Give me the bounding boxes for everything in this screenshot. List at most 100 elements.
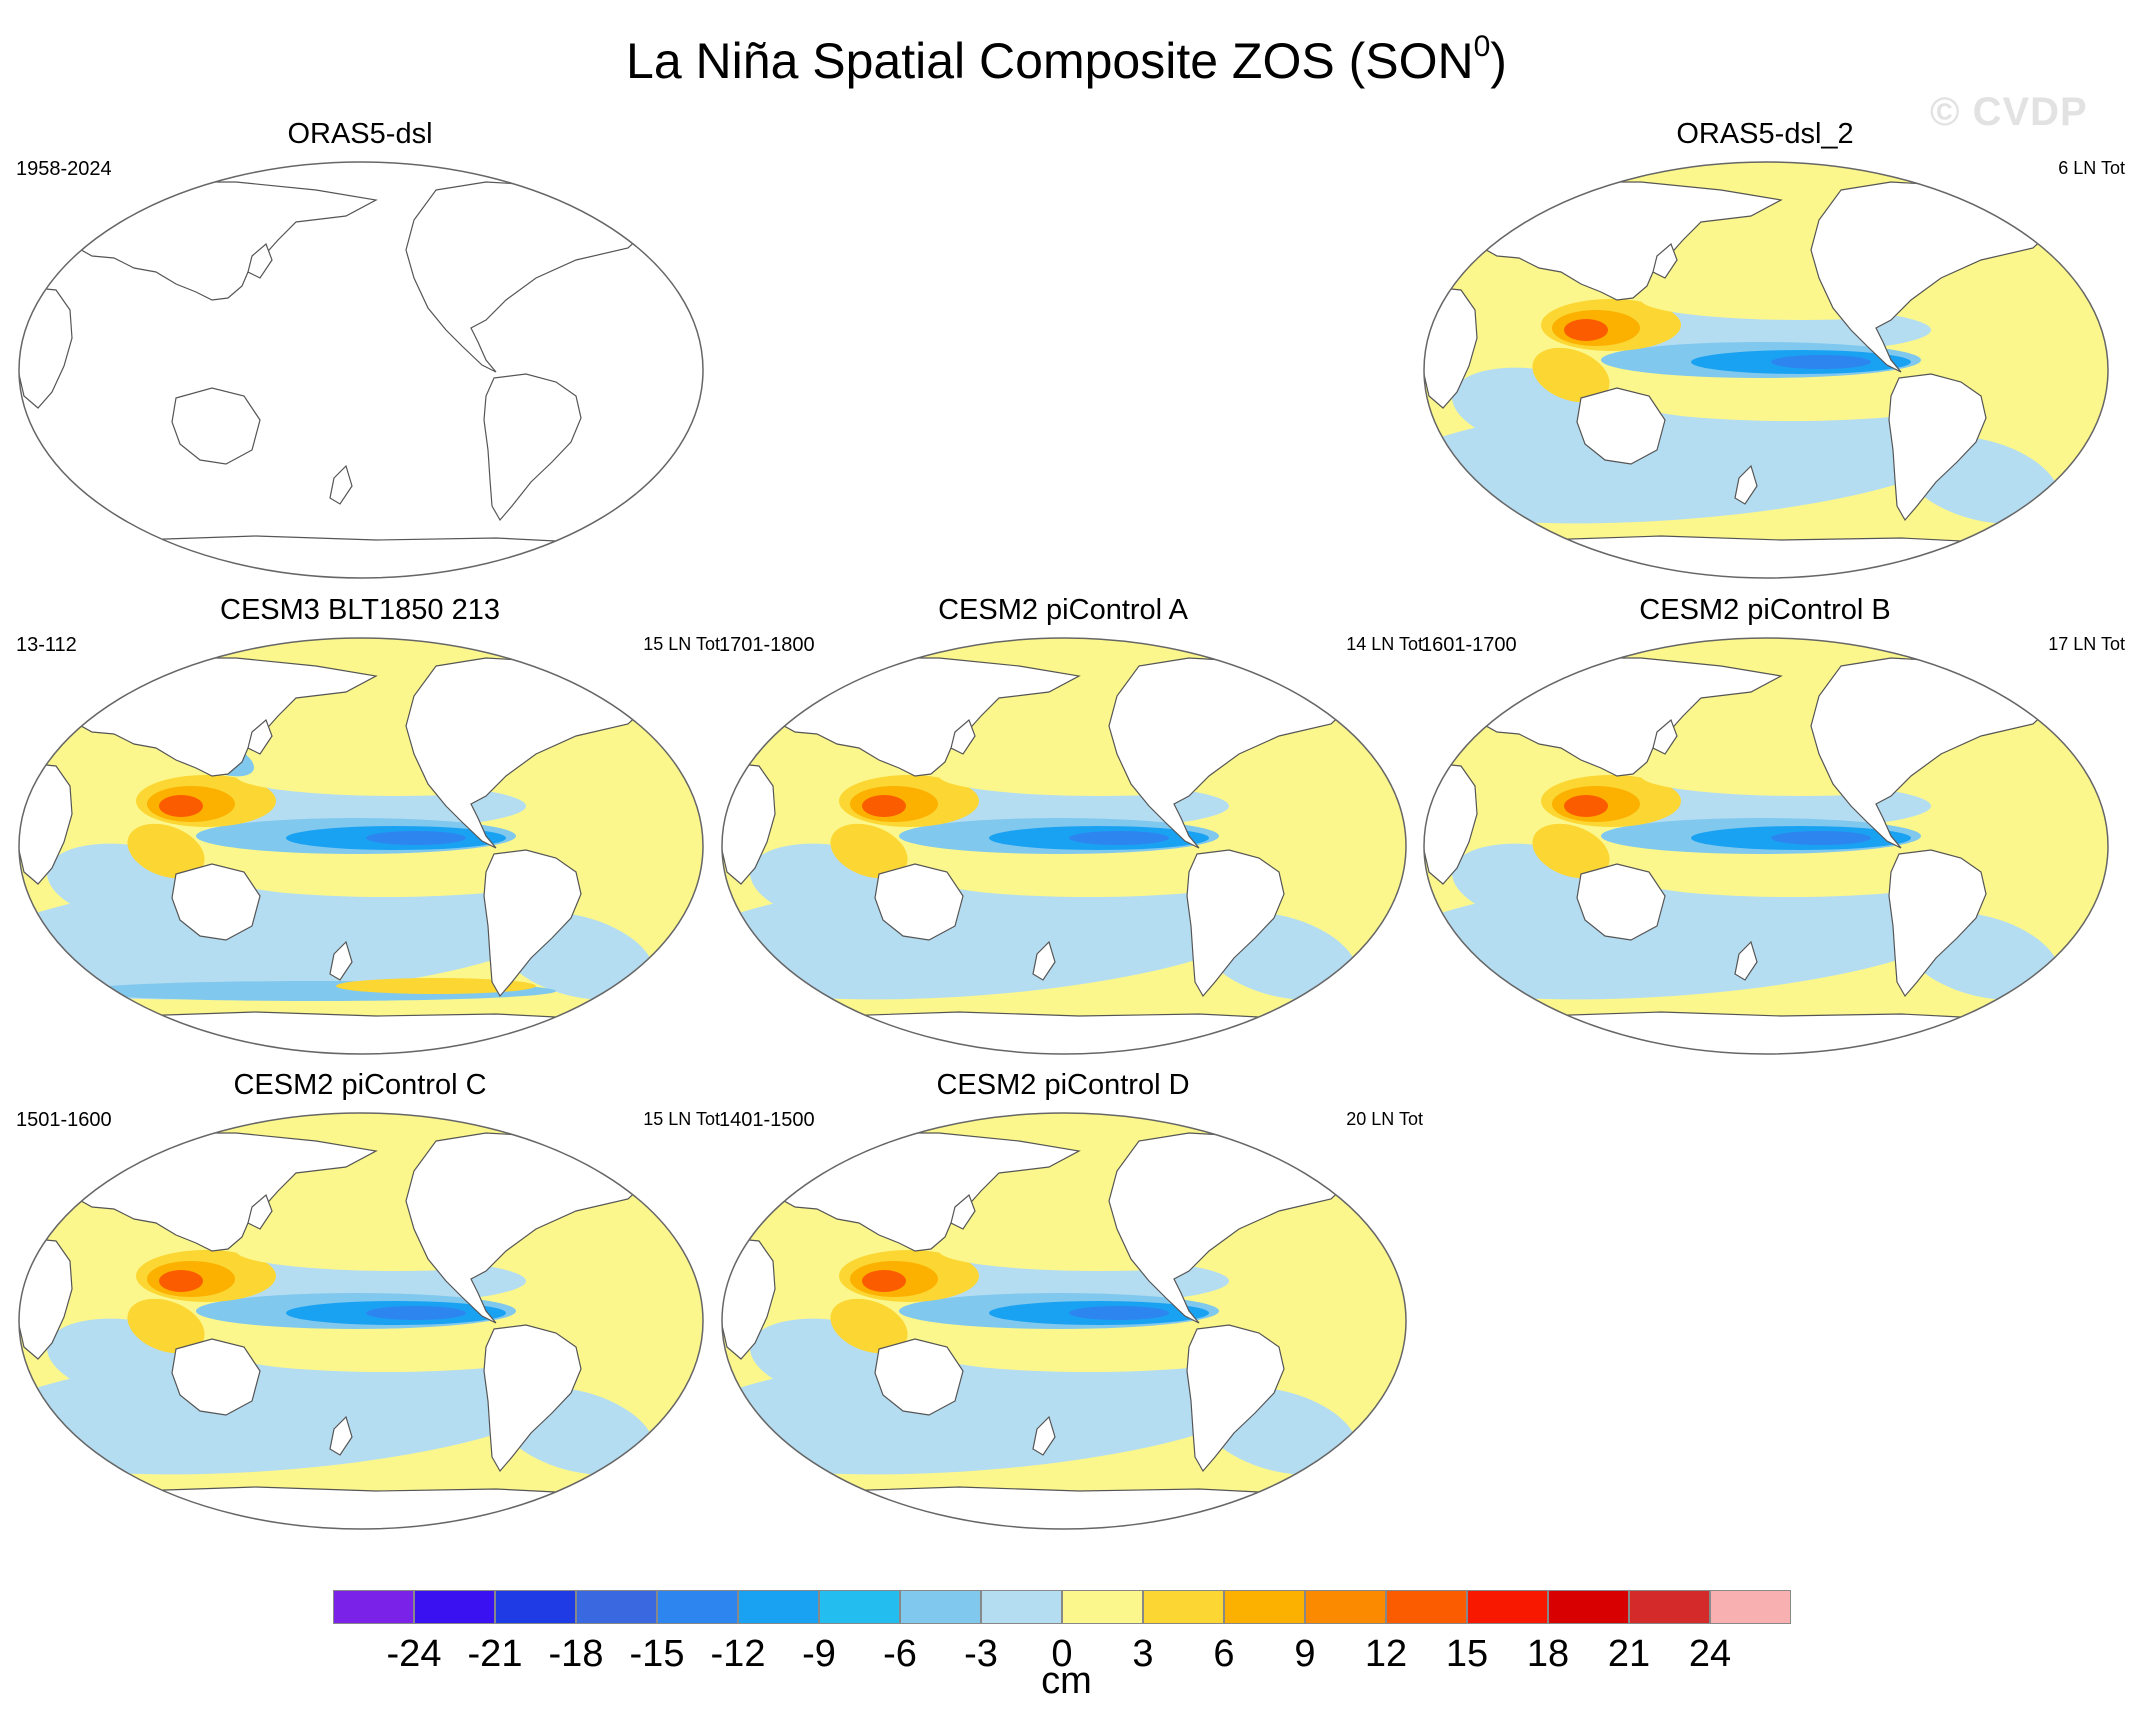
landmass-southAmerica (483, 849, 582, 998)
landmass-southAmerica (1888, 373, 1987, 522)
anomaly-contour (1069, 1306, 1169, 1320)
map-panel: CESM2 piControl D 1401-1500 20 LN Tot (703, 1069, 1423, 1539)
anomaly-contour (1771, 355, 1871, 369)
anomaly-contour (830, 1298, 908, 1354)
landmass-africa (19, 763, 73, 885)
landmass-greenland (1318, 1118, 1388, 1152)
landmass-greenland (615, 1118, 685, 1152)
colorbar-tick-label: -3 (964, 1633, 998, 1675)
anomaly-contour (862, 795, 906, 817)
landmass-japan (1652, 718, 1678, 755)
map-panel: CESM2 piControl C 1501-1600 15 LN Tot (0, 1069, 720, 1539)
map-frame (721, 1112, 1407, 1530)
landmass-africa (19, 1238, 73, 1360)
anomaly-contour (939, 865, 1239, 897)
colorbar-tick-label: -12 (710, 1633, 766, 1675)
panel-title: ORAS5-dsl_2 (1676, 118, 1854, 150)
landmass-antarctica (34, 535, 688, 578)
anomaly-contour (1532, 823, 1610, 879)
map-panel: CESM2 piControl A 1701-1800 14 LN Tot (703, 594, 1423, 1064)
colorbar-swatch (414, 1590, 495, 1624)
colorbar-tick-label: 6 (1213, 1633, 1235, 1675)
colorbar-swatch (981, 1590, 1062, 1624)
landmass-southAmerica (483, 1324, 582, 1473)
anomaly-contour (366, 1306, 466, 1320)
landmass-southAmerica (483, 373, 582, 522)
landmass-southAmerica (1186, 849, 1285, 998)
landmass-australia (171, 387, 261, 465)
world-map (721, 1112, 1407, 1530)
panel-event-count: 20 LN Tot (1346, 1109, 1423, 1129)
landmass-japan (1652, 242, 1678, 279)
map-panel: ORAS5-dsl_2 6 LN Tot (1405, 118, 2125, 588)
map-panel: CESM2 piControl B 1601-1700 17 LN Tot (1405, 594, 2125, 1064)
colorbar-swatch (1386, 1590, 1467, 1624)
colorbar-swatch (657, 1590, 738, 1624)
landmass-newZealand (329, 1415, 353, 1456)
colorbar-swatch (738, 1590, 819, 1624)
colorbar-tick-label: -21 (467, 1633, 523, 1675)
colorbar-swatch (1629, 1590, 1710, 1624)
anomaly-contour (830, 823, 908, 879)
anomaly-contour (939, 1340, 1239, 1372)
panel-years: 13-112 (16, 634, 77, 656)
anomaly-contour (1771, 831, 1871, 845)
colorbar-swatch (1143, 1590, 1224, 1624)
landmass-newZealand (1734, 940, 1758, 981)
colorbar-tick-label: 9 (1294, 1633, 1316, 1675)
colorbar-swatch (576, 1590, 657, 1624)
colorbar-units: cm (1041, 1660, 1092, 1702)
landmass-newZealand (1734, 464, 1758, 505)
landmass-antarctica (34, 1011, 688, 1054)
landmass-antarctica (1439, 535, 2093, 578)
landmass-australia (874, 863, 964, 941)
landmass-newZealand (1032, 1415, 1056, 1456)
panel-years: 1958-2024 (16, 158, 112, 180)
map-frame (1423, 637, 2109, 1055)
anomaly-contour (159, 795, 203, 817)
landmass-australia (171, 863, 261, 941)
map-frame (721, 637, 1407, 1055)
landmass-newZealand (1032, 940, 1056, 981)
colorbar-tick-label: -24 (386, 1633, 442, 1675)
panel-event-count: 6 LN Tot (2058, 158, 2125, 178)
landmass-greenland (615, 167, 685, 201)
landmass-africa (722, 1238, 776, 1360)
panel-years: 1601-1700 (1421, 634, 1517, 656)
panel-years: 1501-1600 (16, 1109, 112, 1131)
map-frame (18, 1112, 704, 1530)
landmass-newZealand (329, 464, 353, 505)
colorbar-swatch (1467, 1590, 1548, 1624)
landmass-africa (19, 287, 73, 409)
landmass-japan (247, 1193, 273, 1230)
world-map (1423, 161, 2109, 579)
world-map (18, 637, 704, 1055)
landmass-australia (874, 1338, 964, 1416)
map-frame (18, 161, 704, 579)
colorbar-swatch (1224, 1590, 1305, 1624)
landmass-antarctica (34, 1486, 688, 1529)
anomaly-contour (127, 823, 205, 879)
landmass-southAmerica (1186, 1324, 1285, 1473)
landmass-antarctica (737, 1011, 1391, 1054)
anomaly-contour (1069, 831, 1169, 845)
anomaly-contour (1564, 795, 1608, 817)
colorbar-swatch (495, 1590, 576, 1624)
map-panel: ORAS5-dsl 1958-2024 (0, 118, 720, 588)
colorbar-tick-label: 24 (1688, 1633, 1732, 1675)
landmass-japan (247, 718, 273, 755)
panel-title: ORAS5-dsl (287, 118, 433, 150)
colorbar-tick-label: 3 (1132, 1633, 1154, 1675)
colorbar-tick-label: -6 (883, 1633, 917, 1675)
landmass-africa (722, 763, 776, 885)
landmass-australia (1576, 387, 1666, 465)
panel-title: CESM2 piControl A (938, 594, 1188, 626)
anomaly-contour (159, 1270, 203, 1292)
colorbar-swatch (1548, 1590, 1629, 1624)
anomaly-contour (862, 1270, 906, 1292)
landmass-africa (1424, 763, 1478, 885)
anomaly-contour (236, 865, 536, 897)
world-map (721, 637, 1407, 1055)
landmass-greenland (615, 643, 685, 677)
colorbar-swatch (1305, 1590, 1386, 1624)
